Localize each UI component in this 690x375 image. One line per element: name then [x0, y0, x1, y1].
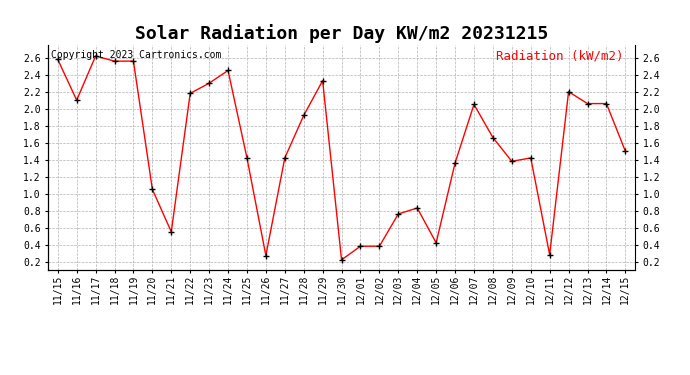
- Title: Solar Radiation per Day KW/m2 20231215: Solar Radiation per Day KW/m2 20231215: [135, 24, 548, 44]
- Text: Copyright 2023 Cartronics.com: Copyright 2023 Cartronics.com: [51, 50, 221, 60]
- Text: Radiation (kW/m2): Radiation (kW/m2): [495, 50, 623, 63]
